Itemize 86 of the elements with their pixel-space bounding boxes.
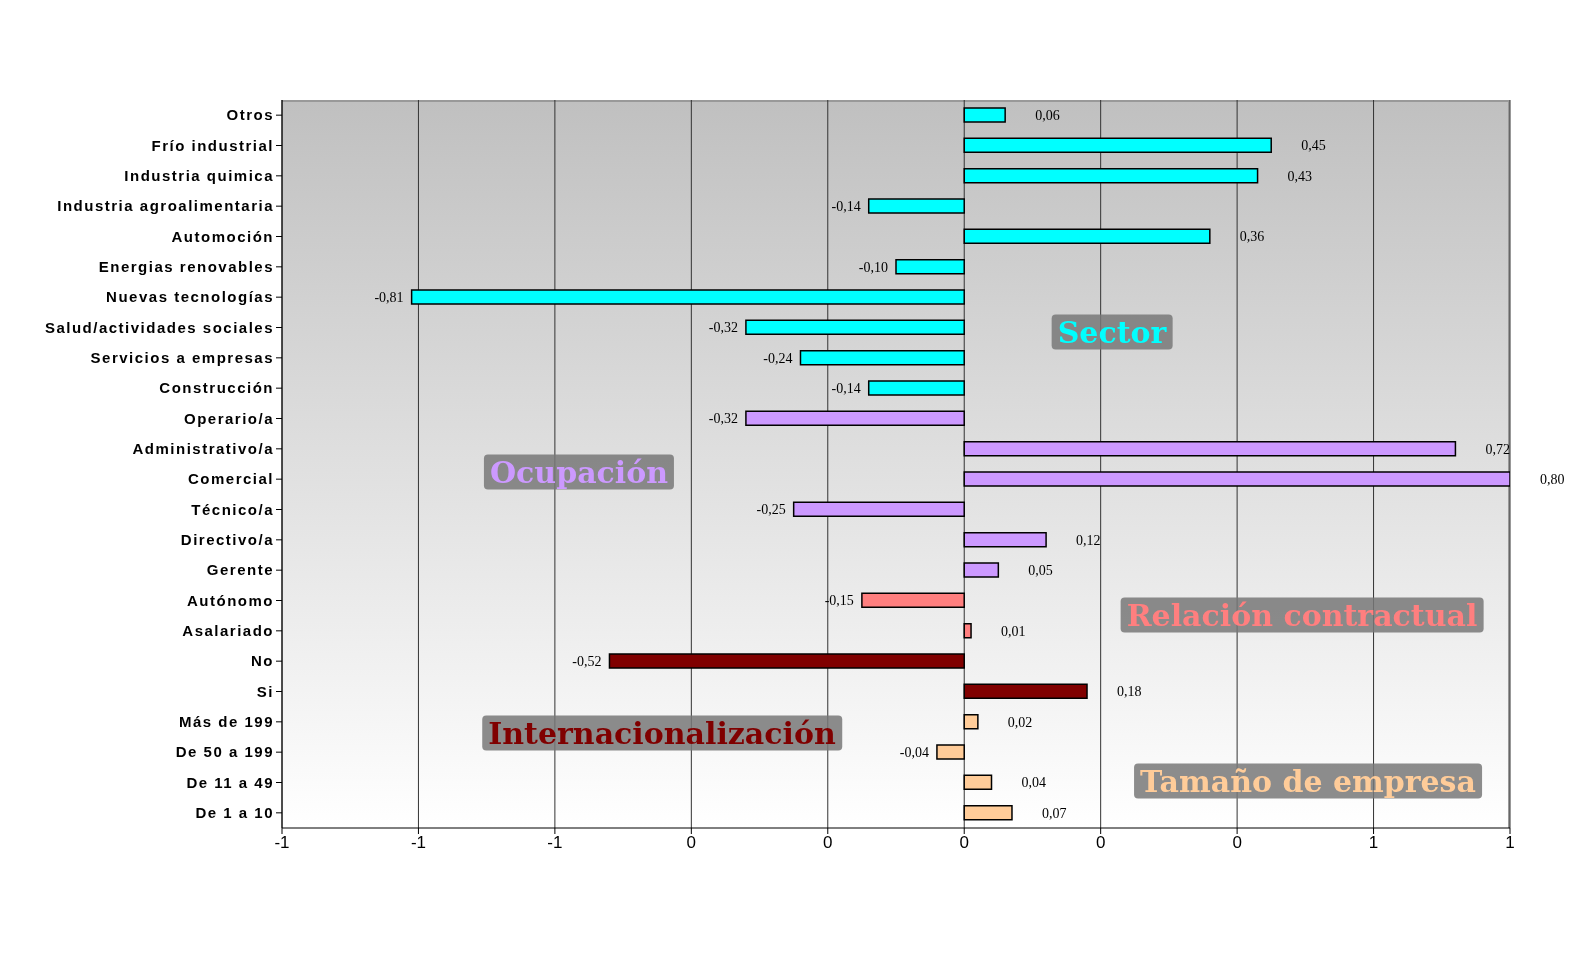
bar: [963, 713, 979, 730]
y-tick-label: Operario/a: [183, 409, 274, 427]
x-tick-label: 0: [1232, 833, 1242, 853]
data-label: -0,04: [899, 745, 929, 760]
bar: [963, 107, 1006, 123]
bar: [861, 592, 965, 609]
y-tick-label: Técnico/a: [191, 500, 274, 518]
data-label: -0,10: [858, 259, 888, 275]
bar: [608, 653, 965, 669]
series-label: Internacionalización: [482, 715, 842, 751]
data-label: 0,43: [1287, 168, 1313, 184]
x-tick-label: 1: [1505, 833, 1515, 853]
bar: [745, 410, 965, 427]
y-tick-label: Más de 199: [178, 713, 274, 731]
text: Relación contractual: [1120, 597, 1484, 633]
bar: [963, 562, 1000, 578]
data-label: 0,04: [1021, 775, 1047, 791]
data-label: -0,52: [572, 654, 602, 669]
data-label: 0,80: [1540, 472, 1565, 487]
text: Sector: [1051, 314, 1173, 350]
bar: [867, 198, 965, 214]
y-tick-label: Energias renovables: [98, 258, 274, 276]
x-tick-label: 0: [823, 833, 833, 853]
bar: [963, 440, 1457, 457]
bar: [963, 531, 1047, 548]
bar: [963, 804, 1013, 821]
data-label: -0,14: [831, 381, 861, 396]
text: Tamaño de empresa: [1134, 763, 1482, 799]
data-label: 0,01: [1001, 623, 1026, 639]
y-tick-label: Nuevas tecnologías: [106, 288, 274, 306]
y-tick-label: Otros: [226, 106, 274, 124]
text: Ocupación: [483, 454, 675, 490]
bar: [895, 258, 965, 275]
data-label: 0,12: [1076, 532, 1101, 548]
y-tick-label: Frío industrial: [151, 136, 274, 154]
y-tick-label: Construcción: [159, 379, 274, 397]
bar: [963, 471, 1510, 487]
y-tick-label: De 50 a 199: [175, 743, 274, 761]
y-tick-label: Administrativo/a: [132, 440, 274, 458]
data-label: -0,81: [374, 290, 404, 305]
data-label: -0,24: [763, 350, 793, 366]
bar: [799, 349, 965, 366]
data-label: -0,32: [708, 411, 738, 427]
y-tick-label: Industria agroalimentaria: [57, 197, 274, 215]
x-tick-label: 0: [959, 833, 969, 853]
bar: [867, 380, 965, 396]
bar: [792, 501, 965, 518]
y-tick-label: Si: [256, 682, 274, 700]
bar: [963, 683, 1088, 700]
x-tick-label: 0: [686, 833, 697, 853]
bar: [745, 319, 965, 336]
data-label: 0,36: [1239, 229, 1265, 245]
y-tick-label: De 1 a 10: [195, 804, 274, 822]
x-tick-label: 1: [1368, 833, 1379, 853]
bar: [936, 744, 965, 760]
data-label: 0,07: [1041, 805, 1067, 821]
bar: [963, 622, 972, 639]
y-tick-label: Salud/actividades sociales: [44, 318, 274, 336]
bar: [410, 289, 965, 305]
y-tick-label: Comercial: [187, 470, 274, 488]
y-tick-label: Automoción: [171, 227, 274, 245]
data-label: 0,72: [1485, 441, 1510, 457]
bar: [963, 228, 1211, 245]
y-tick-label: No: [251, 652, 274, 670]
y-tick-label: Servicios a empresas: [90, 349, 274, 367]
data-label: -0,14: [831, 199, 861, 214]
data-label: 0,45: [1301, 138, 1326, 154]
data-label: 0,18: [1117, 684, 1142, 700]
y-tick-label: Gerente: [206, 561, 274, 579]
bar: [963, 774, 993, 791]
y-tick-label: De 11 a 49: [186, 773, 274, 791]
x-tick-label: -1: [410, 833, 427, 853]
y-tick-label: Autónomo: [187, 591, 274, 609]
x-tick-label: 0: [1095, 833, 1106, 853]
bar: [963, 137, 1272, 154]
data-label: 0,05: [1028, 563, 1053, 578]
bar: [963, 167, 1259, 184]
y-tick-label: Directivo/a: [180, 531, 274, 549]
x-tick-label: -1: [547, 833, 563, 853]
data-label: -0,32: [708, 320, 738, 336]
data-label: -0,25: [756, 502, 786, 518]
data-label: 0,06: [1035, 108, 1060, 123]
y-tick-label: Industria quimica: [124, 167, 274, 185]
data-label: 0,02: [1007, 714, 1033, 730]
x-tick-label: -1: [274, 833, 290, 853]
y-tick-label: Asalariado: [182, 622, 274, 640]
